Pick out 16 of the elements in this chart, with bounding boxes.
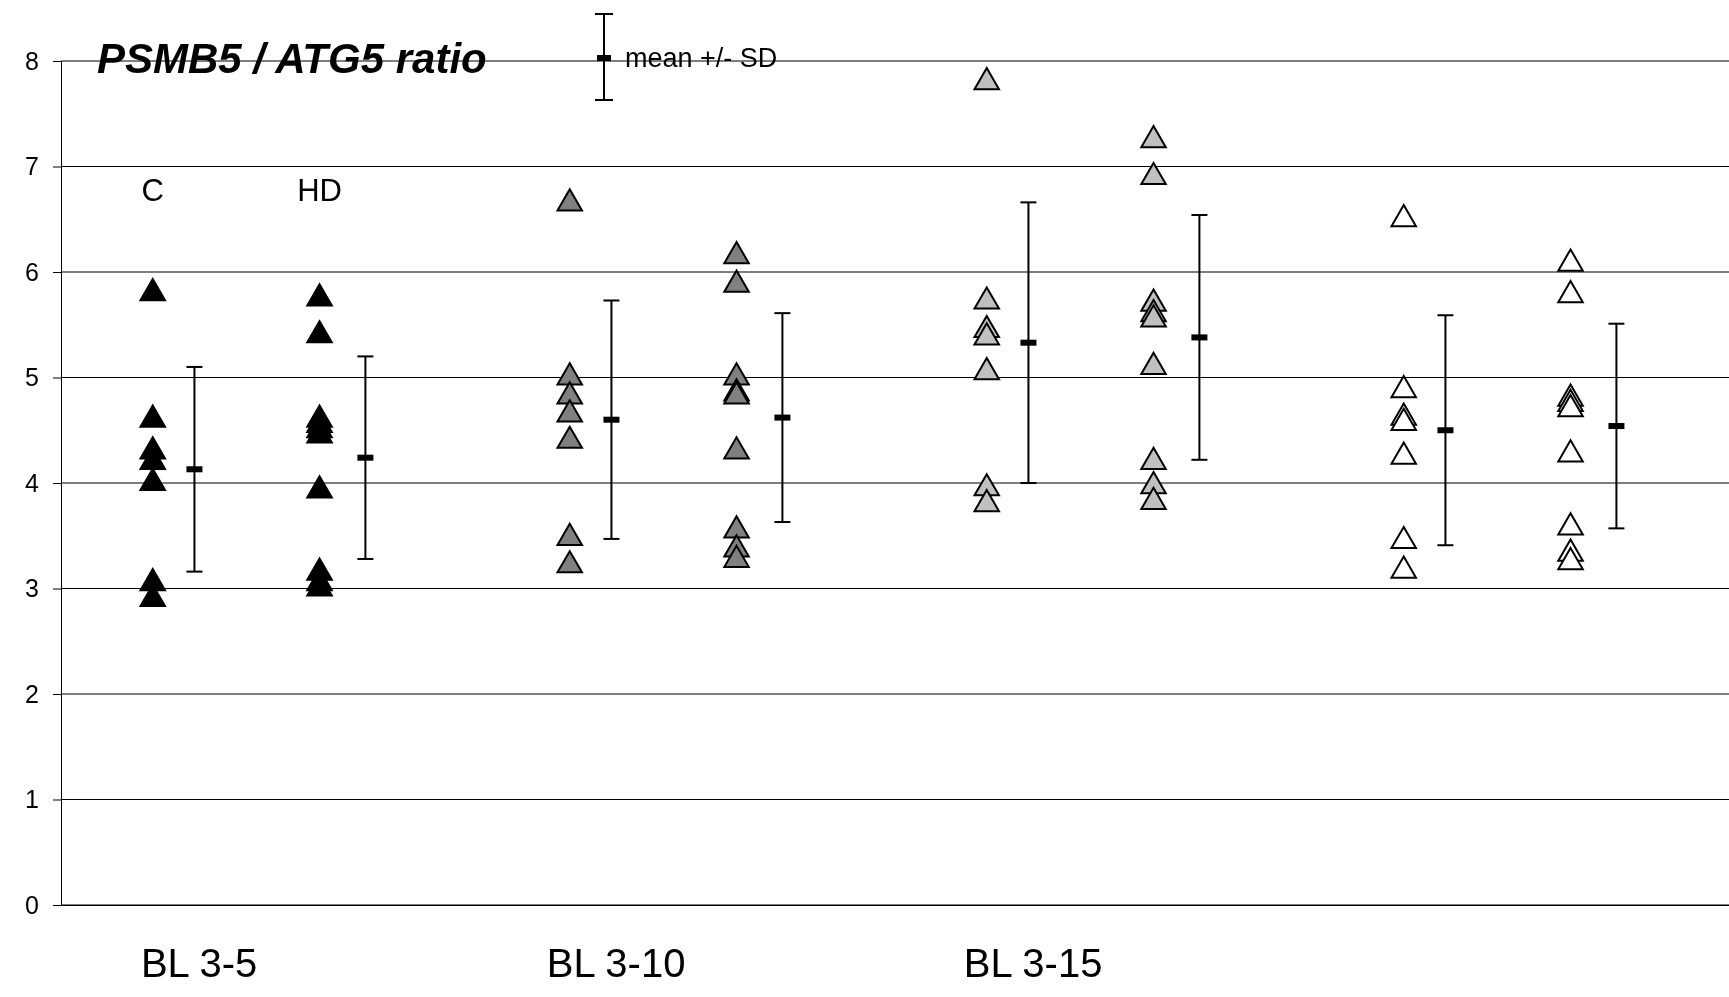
y-tick-label: 0 xyxy=(25,890,39,919)
y-tick-label: 6 xyxy=(25,257,39,286)
y-tick-label: 8 xyxy=(25,46,39,75)
y-tick-label: 2 xyxy=(25,679,39,708)
text: C xyxy=(141,173,164,208)
y-tick-label: 5 xyxy=(25,363,39,391)
y-tick-label: 4 xyxy=(25,468,40,497)
y-tick-label: 1 xyxy=(25,785,39,813)
legend-label: mean +/- SD xyxy=(625,43,778,73)
y-tick-label: 7 xyxy=(25,152,39,180)
text: HD xyxy=(297,173,342,208)
x-tick-label: BL 3-5 xyxy=(140,941,258,986)
chart-title: PSMB5 / ATG5 ratio xyxy=(97,35,487,82)
x-tick-label: BL 3-15 xyxy=(963,941,1103,986)
x-tick-label: BL 3-10 xyxy=(546,941,686,986)
y-tick-label: 3 xyxy=(25,574,39,602)
